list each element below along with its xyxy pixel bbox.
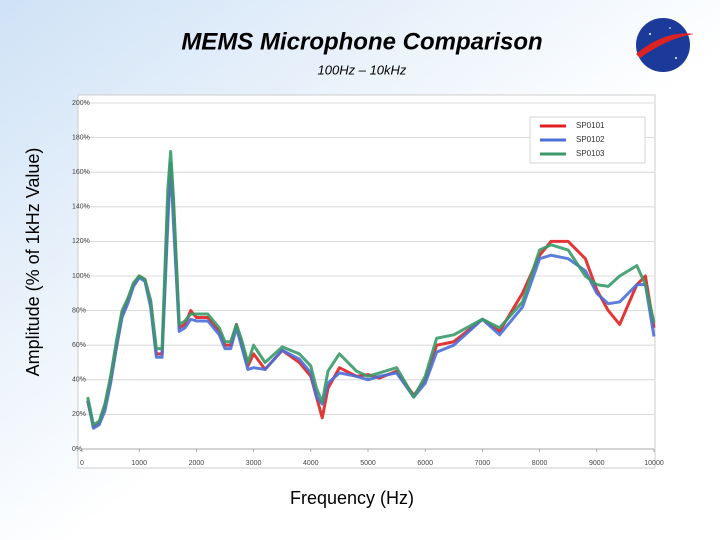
y-axis-label: Amplitude (% of 1kHz Value)	[23, 148, 43, 377]
x-tick-label: 9000	[589, 460, 605, 467]
legend-label: SP0102	[576, 135, 605, 144]
y-tick-label: 40%	[72, 377, 86, 384]
y-tick-label: 200%	[72, 100, 90, 107]
y-tick-label: 120%	[72, 238, 90, 245]
legend-label: SP0101	[576, 121, 605, 130]
x-tick-label: 4000	[303, 460, 319, 467]
chart-title: MEMS Microphone Comparison	[181, 28, 542, 55]
y-tick-label: 80%	[72, 307, 86, 314]
y-tick-label: 60%	[72, 342, 86, 349]
x-axis-label: Frequency (Hz)	[290, 488, 414, 508]
logo	[636, 18, 694, 72]
x-tick-label: 2000	[189, 460, 205, 467]
y-tick-label: 140%	[72, 204, 90, 211]
y-tick-label: 20%	[72, 411, 86, 418]
y-tick-label: 180%	[72, 134, 90, 141]
x-tick-label: 7000	[475, 460, 491, 467]
series-line	[86, 149, 656, 427]
x-tick-label: 1000	[131, 460, 147, 467]
x-tick-label: 8000	[532, 460, 548, 467]
x-tick-label: 6000	[417, 460, 433, 467]
y-tick-label: 0%	[72, 446, 82, 453]
legend-label: SP0103	[576, 149, 605, 158]
x-tick-label: 0	[80, 460, 84, 467]
y-tick-label: 160%	[72, 169, 90, 176]
chart-subtitle: 100Hz – 10kHz	[318, 62, 407, 77]
x-tick-label: 3000	[246, 460, 262, 467]
x-tick-label: 10000	[644, 460, 664, 467]
x-tick-label: 5000	[360, 460, 376, 467]
y-tick-label: 100%	[72, 273, 90, 280]
